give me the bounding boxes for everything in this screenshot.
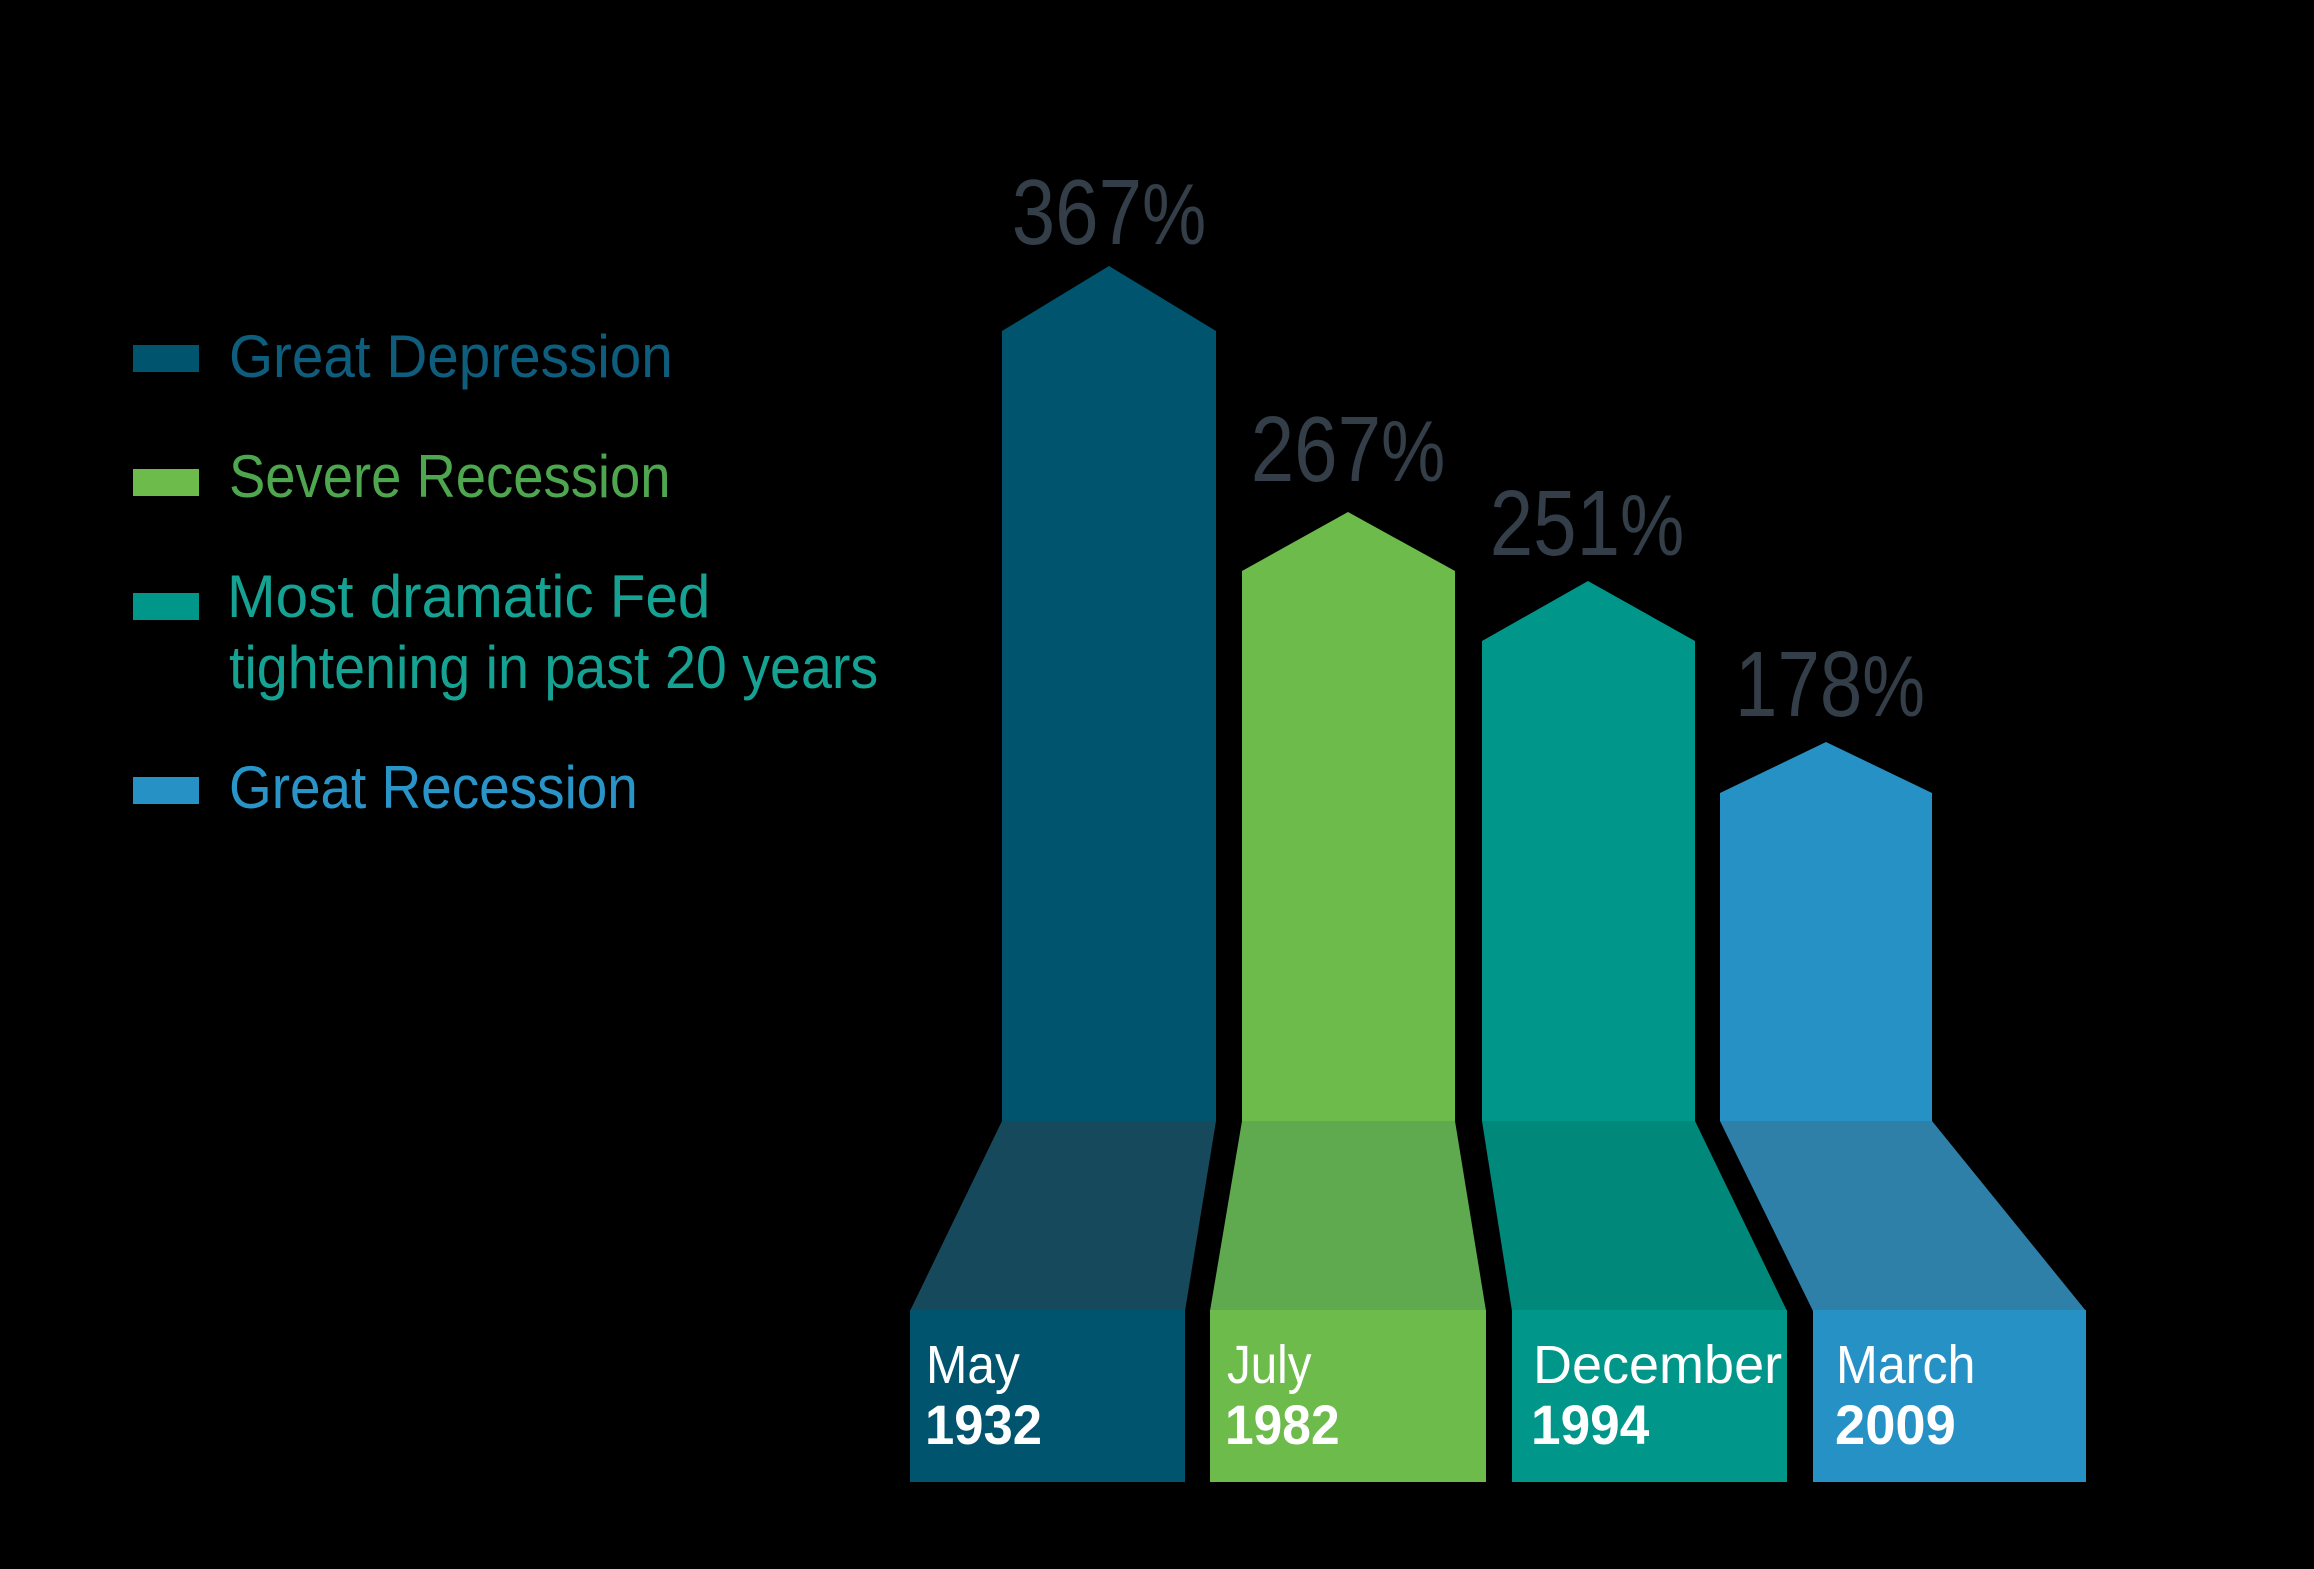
svg-text:July: July <box>1227 1334 1312 1395</box>
svg-text:tightening in past 20 years: tightening in past 20 years <box>229 635 878 701</box>
svg-text:178%: 178% <box>1735 633 1925 737</box>
svg-text:1982: 1982 <box>1225 1394 1340 1456</box>
svg-text:1994: 1994 <box>1531 1394 1650 1457</box>
svg-text:Most dramatic Fed: Most dramatic Fed <box>227 562 710 630</box>
svg-text:2009: 2009 <box>1835 1393 1956 1456</box>
svg-text:Great Depression: Great Depression <box>229 324 673 391</box>
svg-text:251%: 251% <box>1490 472 1685 576</box>
svg-text:March: March <box>1836 1335 1975 1395</box>
svg-text:December: December <box>1533 1335 1782 1395</box>
svg-text:1932: 1932 <box>925 1394 1042 1457</box>
svg-text:May: May <box>926 1334 1020 1394</box>
svg-text:267%: 267% <box>1251 398 1446 502</box>
svg-text:367%: 367% <box>1012 161 1207 265</box>
svg-text:Great Recession: Great Recession <box>229 755 638 822</box>
svg-text:Severe Recession: Severe Recession <box>229 444 671 511</box>
